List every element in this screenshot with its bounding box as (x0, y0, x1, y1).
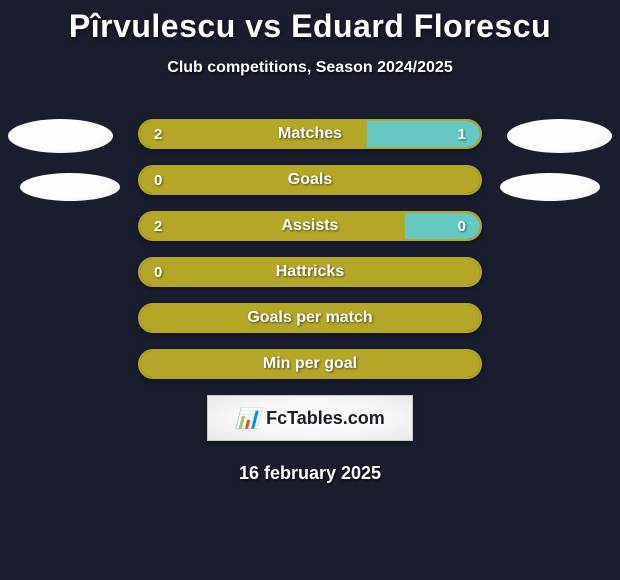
comparison-infographic: Pîrvulescu vs Eduard Florescu Club compe… (0, 0, 620, 484)
comparison-date: 16 february 2025 (0, 463, 620, 484)
source-logo: 📊 FcTables.com (207, 395, 413, 441)
source-logo-text: FcTables.com (266, 408, 385, 429)
stat-label: Matches (140, 121, 480, 147)
stat-row: Goals per match (138, 303, 482, 333)
stat-rows: 2Matches10Goals2Assists00HattricksGoals … (138, 119, 482, 379)
stat-label: Goals (140, 167, 480, 193)
stat-label: Min per goal (140, 351, 480, 377)
stat-label: Assists (140, 213, 480, 239)
stats-area: 2Matches10Goals2Assists00HattricksGoals … (0, 119, 620, 379)
player-right-avatar-2 (500, 173, 600, 201)
comparison-subtitle: Club competitions, Season 2024/2025 (0, 59, 620, 77)
player-left-avatar-2 (20, 173, 120, 201)
stat-value-right: 0 (458, 213, 466, 239)
stat-row: Min per goal (138, 349, 482, 379)
stat-value-right: 1 (458, 121, 466, 147)
chart-icon: 📊 (235, 406, 260, 431)
player-right-avatar-1 (507, 119, 612, 153)
stat-row: 0Hattricks (138, 257, 482, 287)
player-left-avatar-1 (8, 119, 113, 153)
stat-row: 2Assists0 (138, 211, 482, 241)
stat-row: 0Goals (138, 165, 482, 195)
stat-label: Hattricks (140, 259, 480, 285)
stat-label: Goals per match (140, 305, 480, 331)
stat-row: 2Matches1 (138, 119, 482, 149)
comparison-title: Pîrvulescu vs Eduard Florescu (0, 8, 620, 45)
